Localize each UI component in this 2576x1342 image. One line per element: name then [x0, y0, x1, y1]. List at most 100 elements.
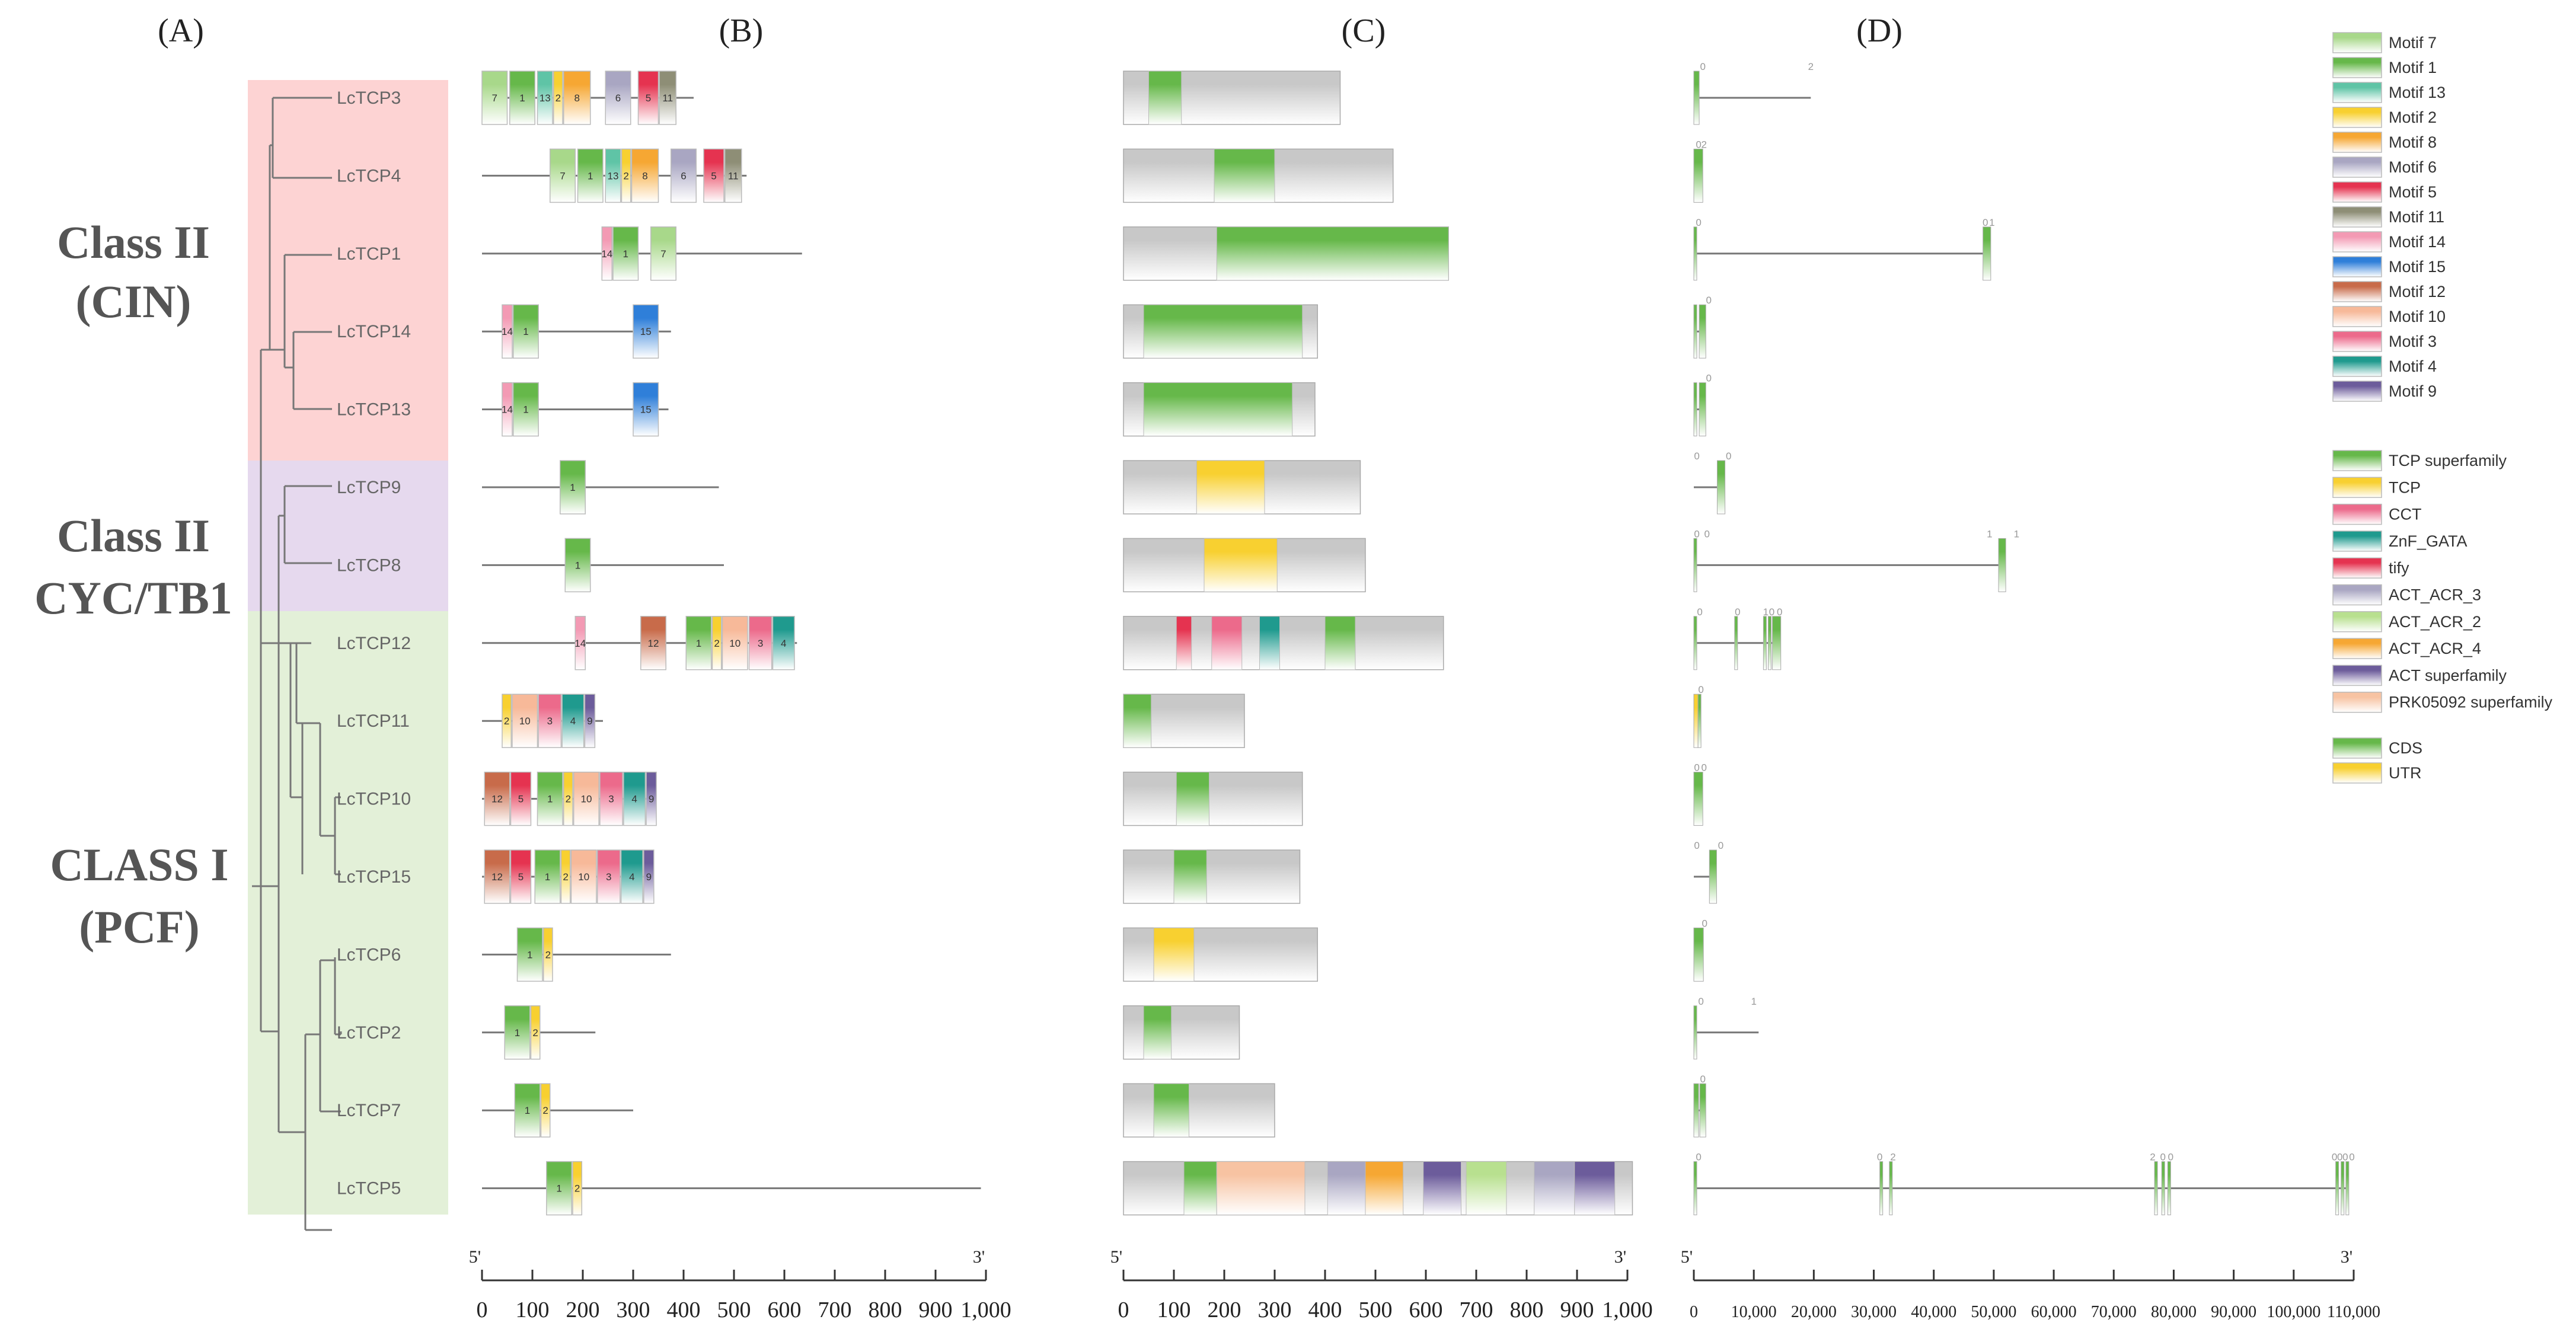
panel-label-b: (B): [719, 12, 764, 49]
intron-phase: 0: [1694, 840, 1699, 851]
legend-swatch: [2332, 156, 2382, 178]
axis-tick-label: 100,000: [2267, 1303, 2320, 1321]
motif-number: 5: [711, 170, 716, 181]
axis-tick-label: 90,000: [2211, 1303, 2256, 1321]
panel-label-c: (C): [1342, 12, 1386, 49]
axis-tick-label: 300: [1258, 1298, 1292, 1322]
domain-box: [1365, 1161, 1404, 1216]
exon-box: [1693, 226, 1697, 281]
motif-number: 10: [580, 794, 592, 805]
axis-tick-label: 700: [818, 1298, 852, 1322]
exon-box: [1693, 772, 1703, 826]
motif-box: [540, 1083, 551, 1137]
axis-tick-label: 80,000: [2151, 1303, 2197, 1321]
intron-phase: 0: [1735, 606, 1740, 618]
legend-label: ACT superfamily: [2389, 666, 2507, 684]
domain-box: [1173, 849, 1207, 904]
motif-number: 3: [758, 638, 763, 649]
domain-box: [1204, 538, 1278, 592]
motif-box: [504, 1005, 531, 1060]
exon-box: [1693, 694, 1699, 748]
intron-phase: 0: [1718, 840, 1723, 851]
motif-box: [510, 849, 532, 904]
structure-axis: 0 10,000 20,000 30,000 40,000 50,000 60,000 70,…: [1681, 1247, 2380, 1321]
axis-tick-label: 500: [1359, 1298, 1393, 1322]
motif-axis: 0 100 200 300 400 500 600 700 800 900 1,000 5' 3': [469, 1247, 1011, 1322]
class-band-cyc: [248, 461, 448, 611]
legend-label: Motif 3: [2389, 333, 2437, 350]
domain-box: [1148, 71, 1182, 125]
motif-box: [534, 849, 561, 904]
motif-box: [560, 849, 571, 904]
motif-box: [711, 616, 722, 670]
motif-number: 2: [574, 1183, 580, 1194]
motif-number: 6: [615, 92, 621, 104]
intron-phase: 0: [2337, 1152, 2342, 1163]
motif-box: [512, 382, 539, 437]
intron-phase: 0: [2349, 1152, 2354, 1163]
motif-box: [484, 771, 510, 826]
motif-box: [574, 616, 586, 670]
legend-label: Motif 2: [2389, 108, 2437, 126]
legend-swatch: [2332, 57, 2382, 78]
motif-number: 13: [540, 92, 551, 104]
intron-phase: 0: [2168, 1152, 2173, 1163]
motif-box: [502, 382, 513, 437]
legend-label: Motif 4: [2389, 357, 2437, 375]
intron-phase: 1: [1987, 528, 1992, 539]
class-label-cyc-2: CYC/TB1: [34, 572, 232, 624]
axis-tick-label: 200: [566, 1298, 600, 1322]
motif-number: 1: [545, 871, 550, 883]
exon-box: [1772, 616, 1782, 670]
motif-number: 1: [547, 794, 553, 805]
legend-label: Motif 1: [2389, 59, 2437, 76]
motif-box: [560, 460, 586, 515]
gene-label: LcTCP4: [337, 166, 401, 186]
protein-backbone: [1123, 1005, 1240, 1060]
domain-box: [1143, 304, 1303, 359]
axis-tick-label: 1,000: [960, 1298, 1011, 1322]
motif-box: [546, 1161, 573, 1216]
domain-box: [1534, 1161, 1575, 1216]
motif-box: [605, 71, 631, 125]
motif-number: 4: [570, 715, 576, 727]
axis-tick-label: 100: [1157, 1298, 1191, 1322]
motif-box: [599, 771, 623, 826]
gene-label: LcTCP7: [337, 1101, 401, 1120]
exon-box: [1693, 1005, 1697, 1060]
protein-backbone: [1123, 1083, 1275, 1137]
motif-box: [502, 694, 512, 748]
legend-swatch: [2332, 32, 2382, 53]
phylogenetic-tree: [252, 97, 342, 1231]
motif-box: [537, 71, 553, 125]
motif-number: 9: [587, 715, 592, 727]
motif-number: 15: [640, 326, 652, 337]
motif-box: [722, 616, 748, 670]
legend-label: tify: [2389, 559, 2409, 577]
axis-five-prime: 5': [1681, 1247, 1693, 1267]
motif-box: [537, 771, 563, 826]
intron-phase: 2: [1890, 1152, 1895, 1163]
motif-number: 14: [601, 248, 612, 260]
legend-swatch: [2332, 231, 2382, 253]
motif-box: [659, 71, 676, 125]
exon-box: [1889, 1161, 1893, 1216]
motif-box: [605, 148, 621, 203]
domain-panel: [1123, 71, 1633, 1216]
exon-box: [1693, 538, 1697, 592]
motif-box: [637, 71, 659, 125]
intron-phase: 0: [1696, 217, 1701, 228]
domain-box: [1211, 616, 1243, 670]
legend-swatch: [2332, 107, 2382, 128]
domain-box: [1143, 382, 1293, 437]
exon-box: [2161, 1161, 2165, 1216]
motif-number: 11: [728, 170, 739, 181]
motif-box: [596, 849, 621, 904]
intron-phase: 1: [1989, 217, 1994, 228]
intron-phase: 1: [2014, 528, 2019, 539]
domain-box: [1153, 1083, 1189, 1137]
intron-phase: 0: [1694, 450, 1699, 462]
legend-label: Motif 12: [2389, 283, 2446, 301]
motif-box: [512, 304, 539, 359]
domain-box: [1143, 1005, 1172, 1060]
